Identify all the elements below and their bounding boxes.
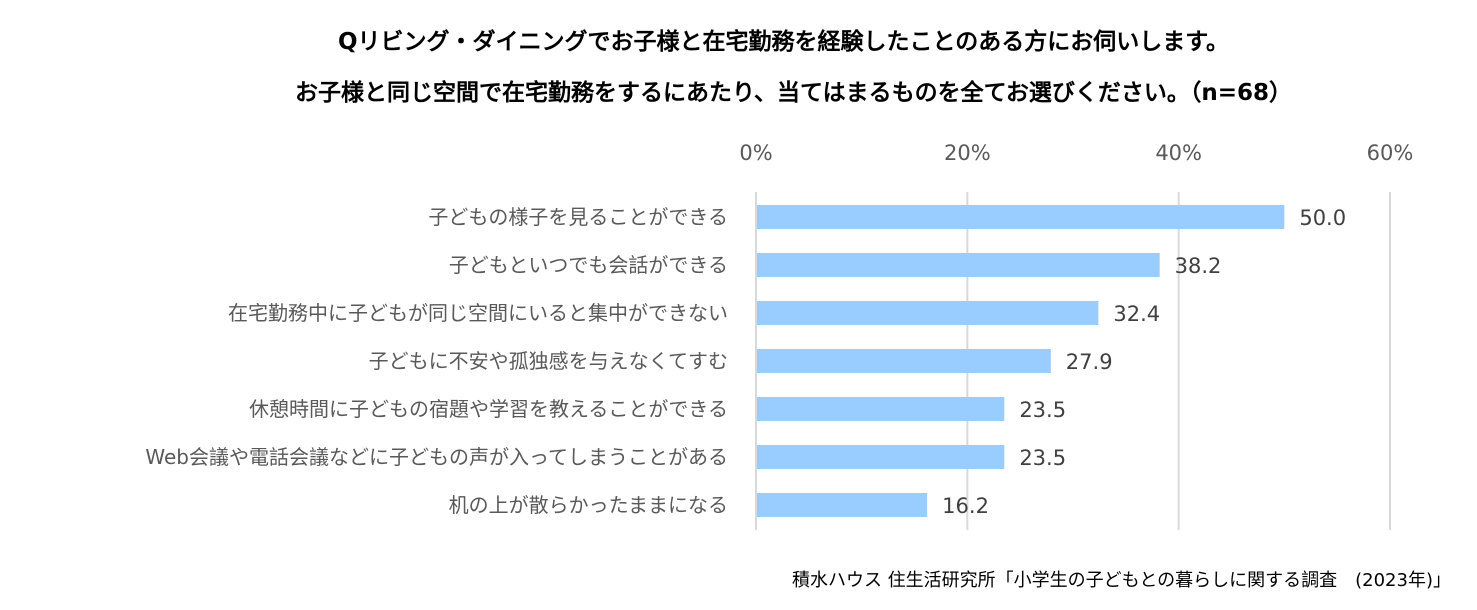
bar xyxy=(757,205,1285,229)
category-label: 子どもの様子を見ることができる xyxy=(428,205,728,229)
bar xyxy=(757,349,1051,373)
bar xyxy=(757,397,1005,421)
source-note: 積水ハウス 住生活研究所「小学生の子どもとの暮らしに関する調査 (2023年)」 xyxy=(791,570,1451,591)
x-tick-label: 0% xyxy=(739,141,772,165)
x-tick-label: 60% xyxy=(1367,141,1414,165)
category-label: Web会議や電話会議などに子どもの声が入ってしまうことがある xyxy=(145,445,728,469)
data-label: 50.0 xyxy=(1299,206,1346,230)
data-label: 23.5 xyxy=(1019,446,1066,470)
data-label: 16.2 xyxy=(942,494,989,518)
data-label: 32.4 xyxy=(1113,302,1160,326)
data-label: 27.9 xyxy=(1066,350,1113,374)
data-label: 38.2 xyxy=(1175,254,1222,278)
bar xyxy=(757,445,1005,469)
category-label: 子どもといつでも会話ができる xyxy=(449,253,728,277)
chart-title-line2: お子様と同じ空間で在宅勤務をするにあたり、当てはまるものを全てお選びください。（… xyxy=(294,80,1293,106)
bar xyxy=(757,253,1160,277)
data-label: 23.5 xyxy=(1019,398,1066,422)
bar xyxy=(757,301,1099,325)
category-label: 机の上が散らかったままになる xyxy=(449,493,728,517)
category-label: 子どもに不安や孤独感を与えなくてすむ xyxy=(369,349,728,373)
category-label: 休憩時間に子どもの宿題や学習を教えることができる xyxy=(249,397,728,421)
chart-title-line1: Qリビング・ダイニングでお子様と在宅勤務を経験したことのある方にお伺いします。 xyxy=(337,29,1230,55)
x-tick-label: 40% xyxy=(1155,141,1202,165)
bar xyxy=(757,493,928,517)
category-label: 在宅勤務中に子どもが同じ空間にいると集中ができない xyxy=(228,301,728,325)
x-tick-label: 20% xyxy=(944,141,991,165)
